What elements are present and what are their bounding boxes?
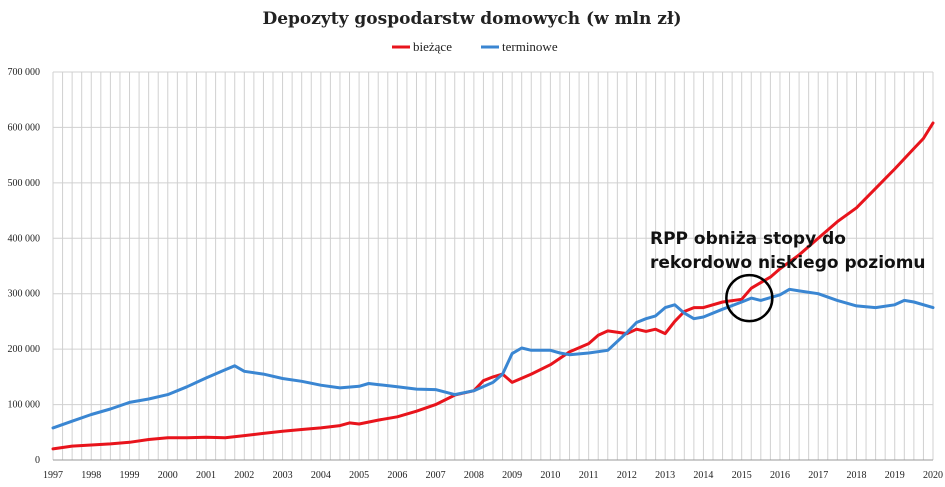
x-tick-label: 2006 xyxy=(387,470,407,481)
annotation-circle xyxy=(725,273,774,323)
x-tick-label: 2002 xyxy=(234,470,254,481)
x-tick-label: 2019 xyxy=(885,470,905,481)
annotation: RPP obniża stopy do rekordowo niskiego po… xyxy=(650,229,926,323)
y-tick-label: 0 xyxy=(35,455,40,466)
series-lines xyxy=(51,121,935,451)
x-tick-label: 1999 xyxy=(120,470,140,481)
y-tick-label: 700 000 xyxy=(8,67,41,78)
x-tick-label: 2001 xyxy=(196,470,216,481)
legend: bieżące terminowe xyxy=(392,39,558,54)
y-tick-label: 300 000 xyxy=(8,289,41,300)
y-axis-ticks: 0 100 000 200 000 300 000 400 000 500 000 600 … xyxy=(8,67,41,466)
chart-title: Depozyty gospodarstw domowych (w mln zł) xyxy=(262,9,681,29)
x-tick-label: 2011 xyxy=(579,470,599,481)
x-tick-label: 2013 xyxy=(655,470,675,481)
x-tick-label: 2004 xyxy=(311,470,331,481)
x-tick-label: 2000 xyxy=(158,470,178,481)
y-tick-label: 500 000 xyxy=(8,178,41,189)
x-tick-label: 2005 xyxy=(349,470,369,481)
x-tick-label: 2018 xyxy=(846,470,866,481)
series-line-terminowe xyxy=(51,287,935,430)
x-tick-label: 2003 xyxy=(273,470,293,481)
x-tick-label: 2008 xyxy=(464,470,484,481)
x-tick-label: 2009 xyxy=(502,470,522,481)
grid xyxy=(52,71,934,461)
x-axis-ticks: 1997 1998 1999 2000 2001 2002 2003 2004 2005 2006… xyxy=(43,470,943,481)
x-tick-label: 2007 xyxy=(426,470,446,481)
annotation-text-line: RPP obniża stopy do xyxy=(650,229,846,249)
x-tick-label: 2014 xyxy=(693,470,713,481)
annotation-text-line: rekordowo niskiego poziomu xyxy=(650,253,926,273)
y-tick-label: 400 000 xyxy=(8,233,41,244)
legend-label: terminowe xyxy=(502,39,558,54)
x-tick-label: 2012 xyxy=(617,470,637,481)
x-tick-label: 2017 xyxy=(808,470,828,481)
x-tick-label: 1998 xyxy=(81,470,101,481)
x-tick-label: 2010 xyxy=(540,470,560,481)
x-tick-label: 2015 xyxy=(732,470,752,481)
x-tick-label: 1997 xyxy=(43,470,63,481)
series-line-bieżące xyxy=(51,121,935,451)
y-tick-label: 600 000 xyxy=(8,122,41,133)
y-tick-label: 200 000 xyxy=(8,344,41,355)
y-tick-label: 100 000 xyxy=(8,400,41,411)
x-tick-label: 2020 xyxy=(923,470,943,481)
legend-label: bieżące xyxy=(413,39,452,54)
x-tick-label: 2016 xyxy=(770,470,790,481)
